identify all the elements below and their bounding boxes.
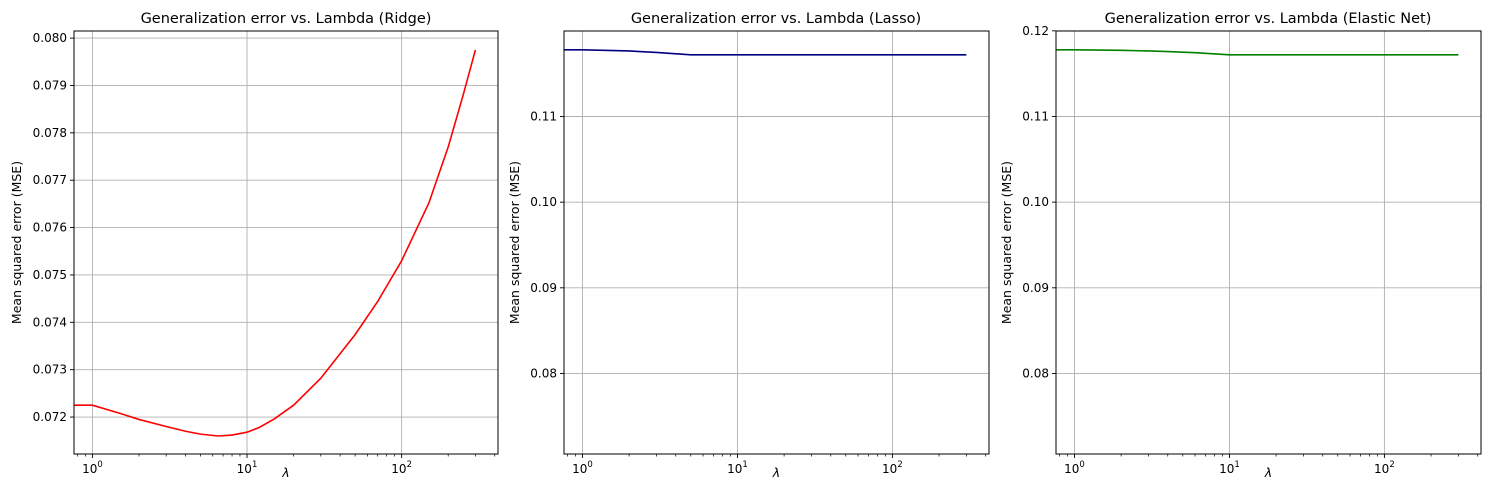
series-line [1056,49,1459,56]
y-tick-label: 0.09 [530,281,557,295]
y-tick-label: 0.09 [1022,281,1049,295]
y-tick-label: 0.077 [33,173,67,187]
x-tick-label: 100 [1064,460,1085,476]
y-tick-label: 0.078 [33,126,67,140]
plot-frame [1055,30,1482,455]
chart-title: Generalization error vs. Lambda (Ridge) [141,11,432,27]
plot-frame [73,30,499,455]
chart-panel-3: 100 101 102 0.08 0.09 0.10 0.11 0.12 Generalizat… [999,11,1482,480]
x-tick-label: 102 [391,460,412,476]
y-axis-label: Mean squared error (MSE) [507,161,522,324]
chart-title: Generalization error vs. Lambda (Lasso) [631,11,921,27]
y-tick-label: 0.075 [33,268,67,282]
y-tick-label: 0.08 [1022,366,1049,380]
y-tick-label: 0.08 [530,366,557,380]
y-axis-label: Mean squared error (MSE) [999,161,1014,324]
x-tick-label: 100 [82,460,103,476]
x-axis-label: λ [772,465,780,480]
y-axis-label: Mean squared error (MSE) [9,161,24,324]
x-tick-label: 102 [882,460,903,476]
y-tick-label: 0.076 [33,221,67,235]
x-tick-label: 101 [727,460,748,476]
chart-panel-1: 100 101 102 0.072 0.073 0.074 0.075 0.076 0.077 0… [9,11,499,480]
x-tick-label: 100 [572,460,593,476]
x-axis-label: λ [1264,465,1272,480]
y-tick-label: 0.11 [530,109,557,123]
y-tick-label: 0.10 [530,195,557,209]
y-tick-label: 0.12 [1022,24,1049,38]
y-tick-label: 0.080 [33,31,67,45]
x-tick-label: 102 [1374,460,1395,476]
x-axis-label: λ [281,465,289,480]
x-tick-label: 101 [237,460,258,476]
series-line [74,49,477,437]
y-tick-label: 0.072 [33,410,67,424]
y-tick-label: 0.073 [33,363,67,377]
y-tick-label: 0.079 [33,78,67,92]
chart-title: Generalization error vs. Lambda (Elastic… [1105,11,1432,27]
y-tick-label: 0.11 [1022,109,1049,123]
plot-frame [563,30,990,455]
y-tick-label: 0.10 [1022,195,1049,209]
series-line [564,49,967,56]
chart-panel-2: 100 101 102 0.08 0.09 0.10 0.11 Generalization … [507,11,990,480]
x-tick-label: 101 [1219,460,1240,476]
y-tick-label: 0.074 [33,315,67,329]
